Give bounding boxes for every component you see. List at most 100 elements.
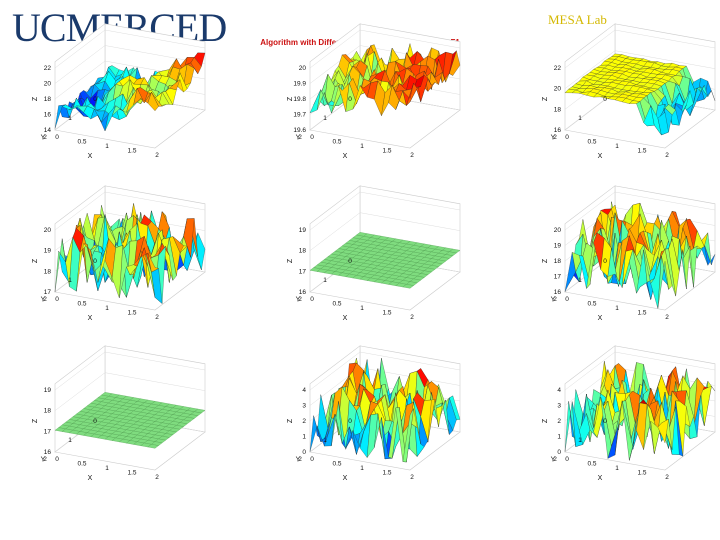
z-tick-label: 18 bbox=[44, 268, 52, 275]
lab-label: MESA Lab bbox=[548, 12, 607, 27]
z-tick-label: 16 bbox=[554, 289, 562, 296]
z-tick-label: 17 bbox=[554, 274, 562, 281]
y-tick-label: 2 bbox=[553, 134, 557, 141]
x-tick-label: 2 bbox=[410, 474, 414, 481]
x-tick-label: 0.5 bbox=[77, 461, 86, 468]
surface-patch bbox=[147, 91, 159, 112]
surface-patch bbox=[147, 252, 159, 273]
z-tick-label: 18 bbox=[44, 408, 52, 415]
y-axis-label: Y bbox=[551, 134, 556, 141]
z-tick-label: 18 bbox=[44, 96, 52, 103]
x-tick-label: 0 bbox=[565, 456, 569, 463]
x-tick-label: 0 bbox=[55, 134, 59, 141]
x-tick-label: 1.5 bbox=[637, 470, 646, 477]
z-tick-label: 16 bbox=[299, 289, 307, 296]
x-tick-label: 1 bbox=[360, 305, 364, 312]
y-tick-label: 1 bbox=[68, 437, 72, 444]
z-axis-label: Z bbox=[287, 418, 294, 423]
x-tick-label: 0 bbox=[310, 134, 314, 141]
surface-plot-5: CS with ML Distribution16171819Z00.511.5… bbox=[287, 185, 461, 322]
z-tick-label: 20 bbox=[44, 227, 52, 234]
x-tick-label: 1 bbox=[615, 143, 619, 150]
x-tick-label: 0.5 bbox=[332, 139, 341, 146]
x-tick-label: 1.5 bbox=[127, 148, 136, 155]
x-axis-label: X bbox=[598, 475, 603, 482]
x-tick-label: 0.5 bbox=[332, 461, 341, 468]
surface-plot-6: HCSPSO with L'evy Distribution1617181920… bbox=[542, 185, 716, 322]
x-tick-label: 0.5 bbox=[587, 139, 596, 146]
x-tick-label: 0.5 bbox=[332, 301, 341, 308]
z-axis-label: Z bbox=[542, 96, 549, 101]
z-tick-label: 3 bbox=[302, 403, 306, 410]
grid-line bbox=[309, 212, 361, 251]
z-tick-label: 20 bbox=[554, 86, 562, 93]
y-tick-label: 0 bbox=[348, 96, 352, 103]
x-axis-label: X bbox=[88, 315, 93, 322]
y-tick-label: 1 bbox=[323, 277, 327, 284]
x-axis-label: X bbox=[343, 475, 348, 482]
surface-patch bbox=[402, 83, 414, 107]
x-tick-label: 0 bbox=[565, 296, 569, 303]
x-tick-label: 2 bbox=[410, 314, 414, 321]
y-axis-label: Y bbox=[296, 134, 301, 141]
z-tick-label: 22 bbox=[554, 65, 562, 72]
x-tick-label: 2 bbox=[410, 152, 414, 159]
surface-plot-3: PSO with ML Distribution16182022Z00.511.… bbox=[542, 23, 716, 160]
z-tick-label: 20 bbox=[44, 81, 52, 88]
z-axis-label: Z bbox=[542, 258, 549, 263]
y-tick-label: 0 bbox=[93, 258, 97, 265]
grid-line bbox=[309, 29, 361, 69]
x-tick-label: 1.5 bbox=[382, 310, 391, 317]
y-tick-label: 1 bbox=[68, 115, 72, 122]
x-tick-label: 0 bbox=[55, 296, 59, 303]
grid-line bbox=[359, 212, 461, 231]
surface-plot-7: HCSPSO with ML Distribution16171819Z00.5… bbox=[32, 345, 206, 482]
y-tick-label: 0 bbox=[348, 258, 352, 265]
x-axis-label: X bbox=[88, 153, 93, 160]
x-tick-label: 1 bbox=[105, 143, 109, 150]
x-tick-label: 2 bbox=[665, 314, 669, 321]
y-tick-label: 0 bbox=[93, 418, 97, 425]
z-axis-label: Z bbox=[32, 96, 39, 101]
y-tick-label: 1 bbox=[578, 437, 582, 444]
grid-line bbox=[104, 29, 206, 49]
z-tick-label: 14 bbox=[44, 127, 52, 134]
z-tick-label: 17 bbox=[299, 268, 307, 275]
x-tick-label: 2 bbox=[155, 474, 159, 481]
z-tick-label: 19 bbox=[554, 243, 562, 250]
y-tick-label: 2 bbox=[43, 296, 47, 303]
y-axis-label: Y bbox=[41, 134, 46, 141]
z-axis-label: Z bbox=[287, 96, 294, 101]
x-tick-label: 0.5 bbox=[587, 301, 596, 308]
grid-line bbox=[614, 50, 716, 69]
z-tick-label: 19 bbox=[44, 248, 52, 255]
surface-plot-9: NCS with ML Distribution01234Z00.511.52X… bbox=[542, 345, 716, 482]
x-tick-label: 0 bbox=[565, 134, 569, 141]
grid-line bbox=[309, 45, 361, 84]
z-tick-label: 2 bbox=[557, 418, 561, 425]
grid-line bbox=[104, 191, 206, 211]
y-tick-label: 1 bbox=[323, 115, 327, 122]
y-axis-label: Y bbox=[296, 296, 301, 303]
z-tick-label: 18 bbox=[554, 106, 562, 113]
x-tick-label: 1 bbox=[615, 465, 619, 472]
x-tick-label: 0.5 bbox=[587, 461, 596, 468]
z-tick-label: 16 bbox=[44, 449, 52, 456]
z-tick-label: 1 bbox=[557, 434, 561, 441]
x-axis-label: X bbox=[598, 315, 603, 322]
y-tick-label: 1 bbox=[578, 115, 582, 122]
z-tick-label: 4 bbox=[302, 387, 306, 394]
y-tick-label: 0 bbox=[603, 418, 607, 425]
x-axis-label: X bbox=[598, 153, 603, 160]
surface-patch bbox=[657, 112, 669, 136]
x-tick-label: 0 bbox=[310, 296, 314, 303]
grid-line bbox=[359, 191, 461, 211]
z-tick-label: 4 bbox=[557, 387, 561, 394]
z-axis-label: Z bbox=[542, 418, 549, 423]
x-tick-label: 1.5 bbox=[637, 310, 646, 317]
x-axis-label: X bbox=[343, 315, 348, 322]
z-tick-label: 18 bbox=[299, 248, 307, 255]
z-tick-label: 0 bbox=[302, 449, 306, 456]
x-tick-label: 1.5 bbox=[382, 148, 391, 155]
